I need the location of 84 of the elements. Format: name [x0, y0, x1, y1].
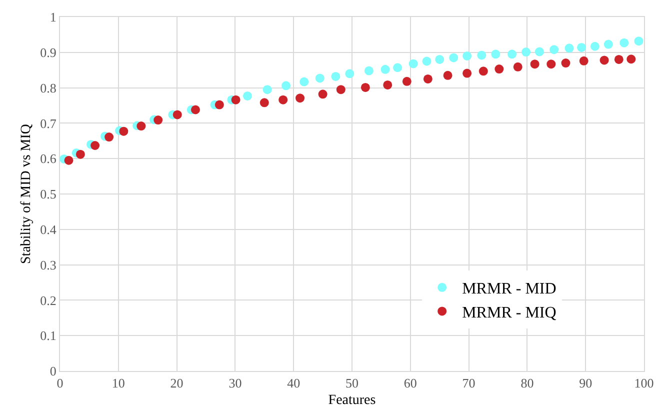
- point: [546, 60, 556, 69]
- point: [626, 54, 636, 64]
- point: [76, 150, 85, 159]
- point: [364, 66, 374, 76]
- point: [564, 44, 574, 53]
- point: [64, 156, 74, 165]
- point: [579, 56, 588, 66]
- point: [262, 85, 272, 94]
- y-tick-label: 0.2: [40, 292, 56, 308]
- point: [577, 42, 586, 52]
- point: [634, 36, 644, 46]
- y-tick-label: 0: [50, 364, 56, 379]
- point: [214, 100, 224, 110]
- point: [462, 51, 472, 60]
- point: [620, 38, 629, 48]
- point: [513, 62, 522, 72]
- point: [491, 50, 500, 59]
- point: [435, 54, 444, 64]
- legend-label: MRMR - MID: [462, 280, 556, 298]
- y-tick-label: 1: [50, 10, 56, 25]
- point: [393, 63, 402, 72]
- point: [260, 98, 269, 108]
- x-tick-label: 10: [112, 376, 125, 391]
- y-tick-label: 0.7: [40, 116, 57, 131]
- point: [104, 132, 114, 142]
- point: [231, 95, 240, 104]
- y-tick-label: 0.9: [40, 44, 56, 60]
- point: [508, 50, 517, 59]
- x-tick-label: 40: [287, 376, 300, 391]
- y-tick-label: 0.6: [40, 151, 57, 166]
- y-tick-label: 0.3: [40, 257, 56, 272]
- point: [190, 105, 200, 114]
- point: [402, 76, 412, 86]
- point: [478, 66, 488, 76]
- point: [408, 59, 418, 68]
- point: [422, 56, 432, 66]
- point: [90, 141, 100, 150]
- point: [296, 94, 305, 103]
- point: [614, 54, 624, 64]
- legend-label: MRMR - MIQ: [462, 304, 557, 322]
- x-tick-label: 30: [228, 376, 242, 391]
- point: [534, 47, 544, 56]
- point: [360, 82, 370, 92]
- point: [550, 45, 559, 54]
- y-tick-label: 0.4: [40, 222, 57, 237]
- point: [530, 60, 540, 69]
- point: [604, 40, 613, 49]
- point: [119, 126, 128, 136]
- point: [172, 110, 182, 120]
- point: [494, 64, 504, 74]
- x-tick-label: 50: [346, 376, 358, 391]
- point: [278, 95, 288, 104]
- point: [477, 50, 486, 60]
- y-tick-label: 0.8: [40, 80, 56, 96]
- point: [318, 90, 328, 99]
- y-tick-label: 0.5: [40, 186, 56, 202]
- x-tick-label: 90: [579, 376, 592, 391]
- y-axis-title: Stability of MID vs MIQ: [18, 124, 34, 264]
- point: [443, 70, 452, 80]
- point: [462, 68, 472, 78]
- x-tick-label: 100: [634, 376, 654, 391]
- point: [282, 81, 291, 90]
- point: [590, 42, 600, 51]
- y-tick-label: 0.1: [40, 328, 56, 344]
- point: [383, 80, 392, 90]
- x-tick-label: 70: [462, 376, 476, 391]
- point: [242, 91, 252, 100]
- point: [449, 53, 458, 62]
- point: [345, 69, 354, 78]
- point: [380, 64, 390, 74]
- x-tick-label: 20: [170, 376, 184, 391]
- point: [154, 116, 163, 125]
- point: [561, 58, 570, 68]
- x-axis-title: Features: [328, 392, 376, 408]
- point: [600, 56, 609, 65]
- x-tick-label: 60: [404, 376, 417, 391]
- point: [315, 74, 324, 83]
- point: [336, 85, 346, 94]
- point: [300, 77, 309, 86]
- point: [423, 74, 432, 84]
- x-tick-label: 80: [520, 376, 534, 391]
- point: [331, 72, 340, 81]
- point: [136, 122, 146, 131]
- point: [522, 48, 531, 57]
